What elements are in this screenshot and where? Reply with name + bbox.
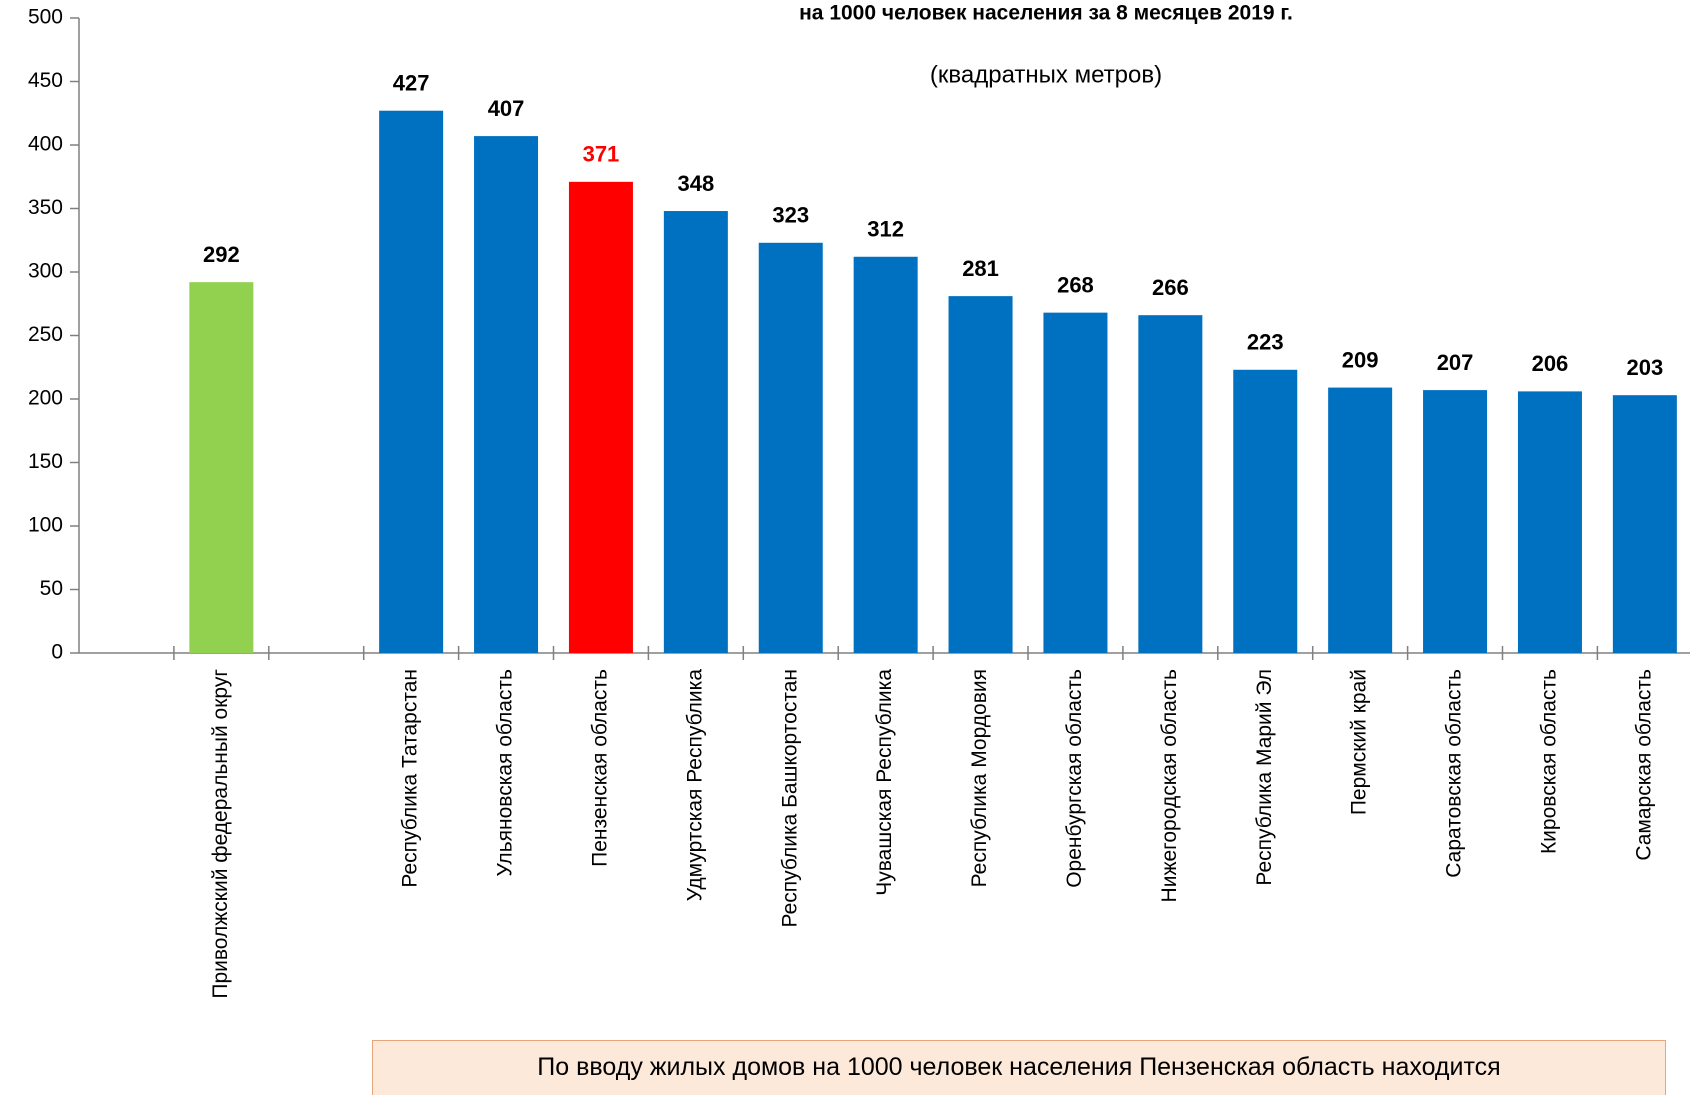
value-label: 223: [1247, 330, 1284, 355]
y-tick-label: 250: [28, 323, 63, 346]
bar: [663, 211, 728, 654]
y-tick-label: 450: [28, 69, 63, 92]
x-tick-label: Чувашская Республика: [873, 669, 896, 896]
bar: [379, 110, 444, 653]
bar: [948, 296, 1013, 653]
chart-title: на 1000 человек населения за 8 месяцев 2…: [799, 2, 1293, 25]
bar: [1517, 391, 1582, 653]
x-tick-label: Удмуртская Республика: [683, 669, 706, 902]
value-label: 207: [1437, 350, 1474, 375]
x-tick-label: Республика Башкортостан: [778, 669, 801, 927]
x-tick-label: Республика Мордовия: [968, 669, 991, 887]
y-tick-label: 500: [28, 6, 63, 29]
bar: [1328, 387, 1393, 653]
x-tick-label: Самарская область: [1632, 669, 1655, 861]
y-tick-label: 100: [28, 514, 63, 537]
value-label: 312: [867, 217, 904, 242]
bar: [1233, 369, 1298, 653]
x-tick-label: Пермский край: [1348, 669, 1371, 815]
bar: [1612, 395, 1677, 653]
y-tick-label: 0: [51, 641, 63, 664]
y-tick-label: 150: [28, 450, 63, 473]
x-tick-label: Ульяновская область: [494, 669, 517, 877]
value-label: 292: [203, 242, 240, 267]
value-label: 203: [1626, 355, 1663, 380]
value-label: 323: [772, 203, 809, 228]
chart-subtitle: (квадратных метров): [930, 61, 1162, 88]
value-label: 427: [393, 71, 430, 96]
x-tick-label: Саратовская область: [1443, 669, 1466, 878]
bar: [1423, 390, 1488, 653]
bar: [758, 242, 823, 654]
bar: [568, 181, 633, 653]
x-tick-label: Приволжский федеральный округ: [209, 669, 232, 999]
x-tick-label: Оренбургская область: [1063, 669, 1086, 888]
note-box: По вводу жилых домов на 1000 человек нас…: [372, 1040, 1666, 1095]
bar: [1043, 312, 1108, 653]
value-label: 371: [583, 142, 620, 167]
value-label: 407: [488, 96, 525, 121]
bar: [189, 282, 254, 653]
y-tick-label: 300: [28, 260, 63, 283]
bar: [474, 136, 539, 654]
value-label: 281: [962, 256, 999, 281]
x-tick-label: Кировская область: [1537, 669, 1560, 854]
value-label: 348: [677, 171, 714, 196]
x-tick-label: Пензенская область: [588, 669, 611, 867]
value-label: 209: [1342, 347, 1379, 372]
value-label: 268: [1057, 272, 1094, 297]
x-tick-label: Республика Татарстан: [399, 669, 422, 888]
x-tick-label: Республика Марий Эл: [1253, 669, 1276, 886]
bar: [853, 256, 918, 653]
value-label: 266: [1152, 275, 1189, 300]
x-tick-label: Нижегородская область: [1158, 669, 1181, 902]
y-tick-label: 200: [28, 387, 63, 410]
value-label: 206: [1532, 351, 1569, 376]
y-tick-label: 400: [28, 133, 63, 156]
y-tick-label: 50: [40, 577, 63, 600]
y-tick-label: 350: [28, 196, 63, 219]
bar: [1138, 315, 1203, 653]
